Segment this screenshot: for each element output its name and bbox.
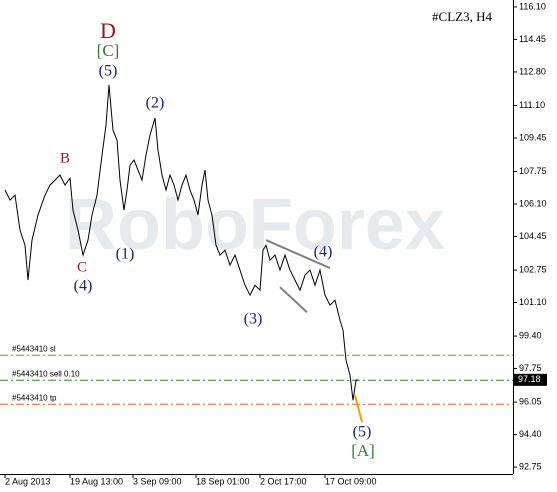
y-tick-label: 106.10 [519, 198, 547, 208]
y-tick-label: 101.10 [519, 297, 547, 307]
wave-label: (2) [146, 95, 165, 112]
y-tick-label: 99.40 [519, 330, 542, 340]
wave-label: C [77, 259, 87, 275]
wave-label: (4) [314, 244, 333, 261]
y-tick-label: 111.10 [519, 100, 545, 110]
y-tick-label: 116.10 [519, 1, 546, 11]
y-tick-label: 114.45 [519, 34, 546, 44]
trend-line [354, 394, 363, 423]
x-tick-label: 19 Aug 13:00 [70, 476, 123, 486]
y-tick-label: 102.75 [519, 264, 547, 274]
wave-label: B [60, 150, 70, 166]
x-tick-label: 17 Oct 09:00 [325, 476, 377, 486]
y-tick-label: 109.45 [519, 132, 547, 142]
order-level-label: #5443410 sl [12, 344, 56, 353]
last-price-label: 97.18 [518, 374, 541, 384]
x-tick-label: 3 Sep 09:00 [133, 476, 182, 486]
y-tick-label: 96.05 [519, 396, 542, 406]
trend-line [265, 239, 331, 269]
y-tick-label: 112.80 [519, 66, 546, 76]
y-tick-label: 107.75 [519, 166, 547, 176]
wave-label: (5) [353, 424, 372, 441]
y-tick-label: 97.75 [519, 363, 542, 373]
wave-label: (4) [74, 278, 93, 295]
wave-label: (5) [99, 63, 118, 80]
y-tick-label: 94.40 [519, 429, 542, 439]
wave-label: [C] [97, 41, 120, 60]
chart-title: #CLZ3, H4 [432, 9, 492, 24]
last-price-box [514, 373, 547, 386]
price-line [4, 84, 359, 401]
order-level-label: #5443410 sell 0.10 [12, 369, 80, 378]
x-tick-label: 2 Oct 17:00 [260, 476, 307, 486]
wave-label: [A] [351, 441, 375, 460]
wave-label: (1) [116, 246, 135, 263]
order-level-label: #5443410 tp [12, 393, 57, 402]
y-tick-label: 92.75 [519, 462, 542, 472]
y-tick-label: 104.45 [519, 231, 547, 241]
x-tick-label: 2 Aug 2013 [5, 476, 51, 486]
wave-label: D [100, 18, 116, 43]
trend-line [279, 286, 308, 313]
watermark: RoboForex [65, 185, 445, 265]
wave-label: (3) [244, 311, 263, 328]
x-tick-label: 18 Sep 01:00 [196, 476, 250, 486]
